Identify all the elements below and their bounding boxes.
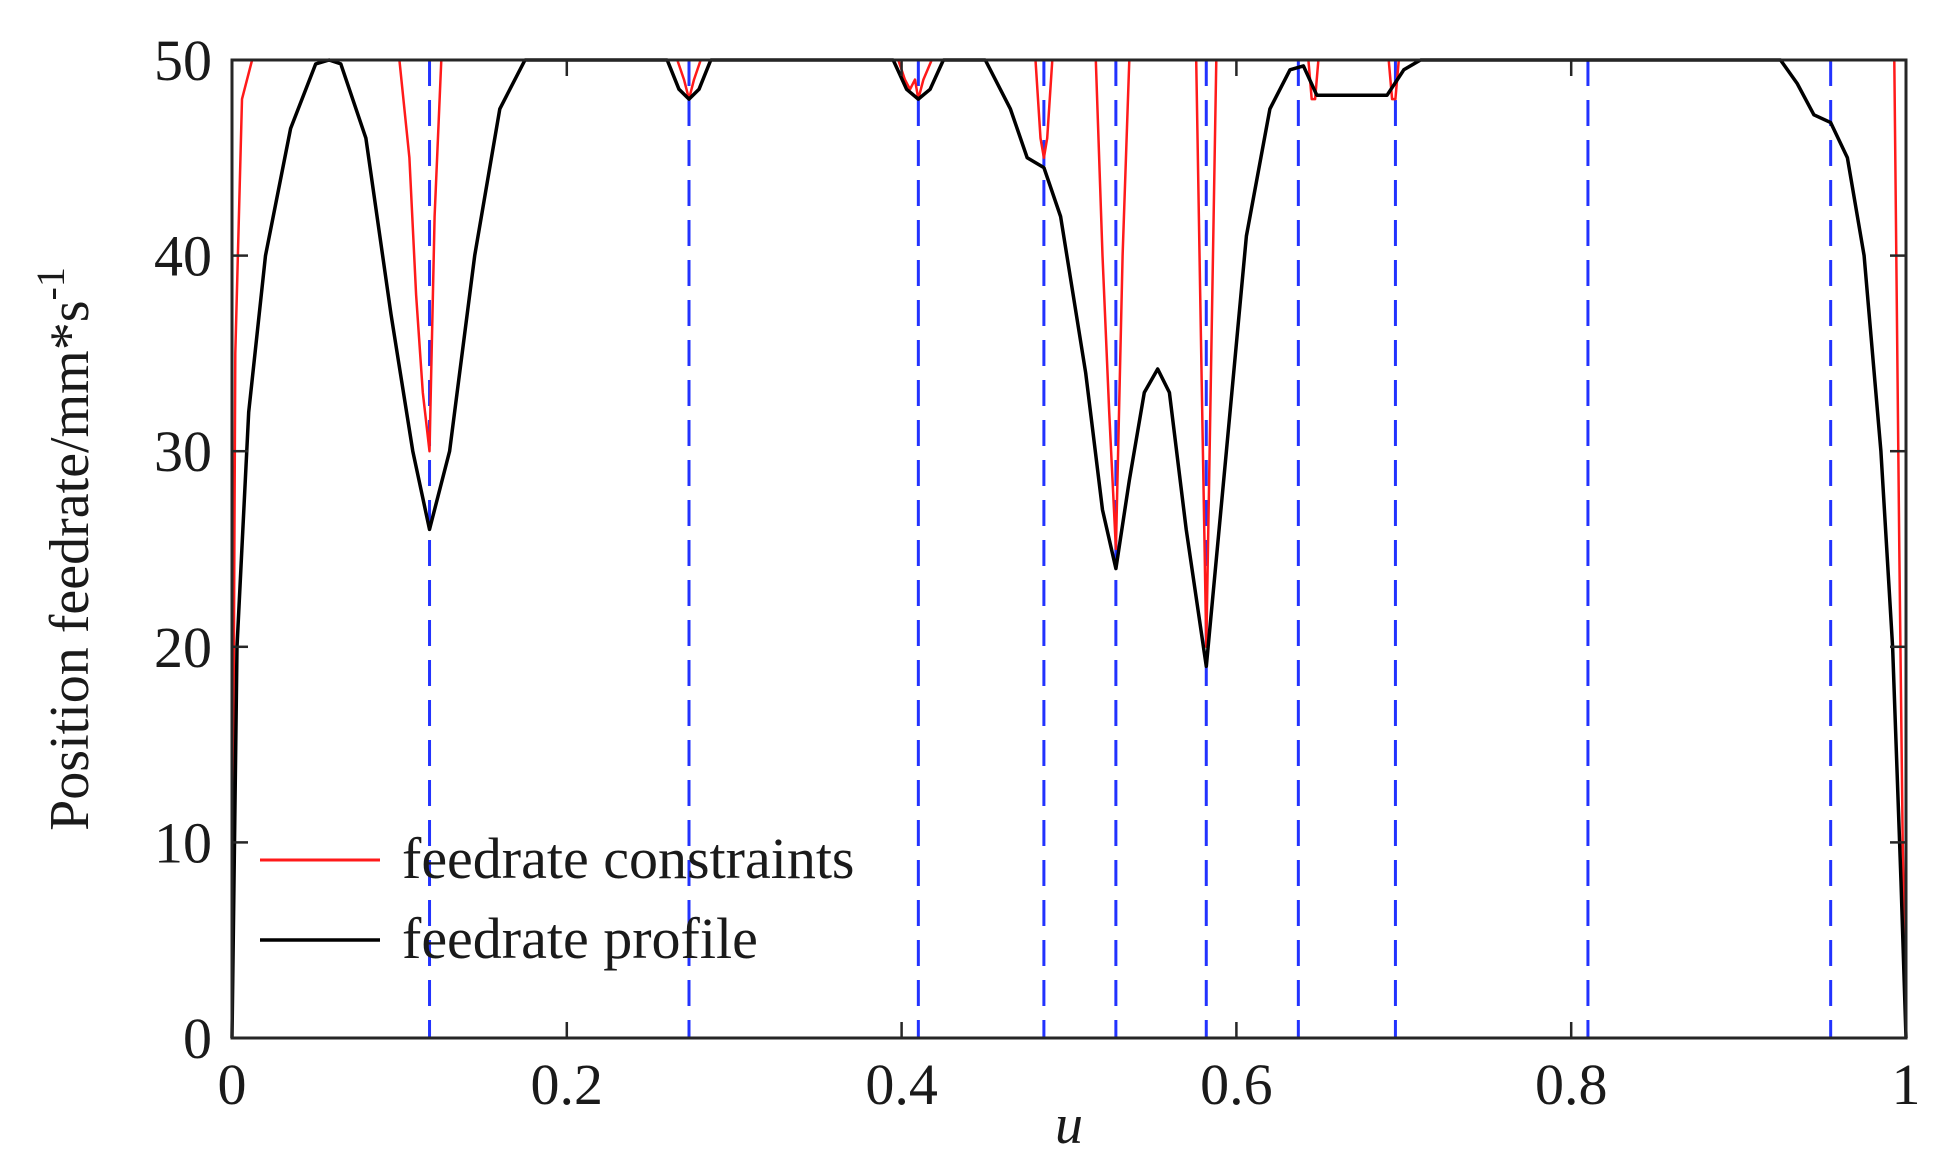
x-tick-label: 1 [1892, 1052, 1921, 1117]
y-axis-label-exponent: -1 [28, 267, 73, 300]
y-tick-label: 10 [154, 810, 212, 875]
x-tick-label: 0 [218, 1052, 247, 1117]
series-line-profile [230, 58, 1908, 1039]
x-tick-label: 0.2 [531, 1052, 604, 1117]
legend-label-constraints: feedrate constraints [402, 826, 855, 891]
y-tick-label: 20 [154, 615, 212, 680]
y-tick-label: 0 [183, 1006, 212, 1071]
legend: feedrate constraints feedrate profile [260, 826, 855, 971]
x-tick-label: 0.8 [1535, 1052, 1608, 1117]
y-tick-label: 50 [154, 28, 212, 93]
plot-area-frame [230, 58, 1908, 1040]
x-axis-label: u [1055, 1094, 1083, 1156]
series-lines [230, 58, 1908, 1039]
y-axis-label: Position feedrate/mm*s-1 [28, 267, 101, 831]
y-tick-label: 30 [154, 419, 212, 484]
x-tick-label: 0.4 [865, 1052, 938, 1117]
x-tick-label: 0.6 [1200, 1052, 1273, 1117]
y-axis-label-main: Position feedrate/mm*s [39, 300, 101, 830]
y-tick-label: 40 [154, 224, 212, 289]
series-line-constraints [230, 58, 1908, 1039]
legend-label-profile: feedrate profile [402, 906, 758, 971]
